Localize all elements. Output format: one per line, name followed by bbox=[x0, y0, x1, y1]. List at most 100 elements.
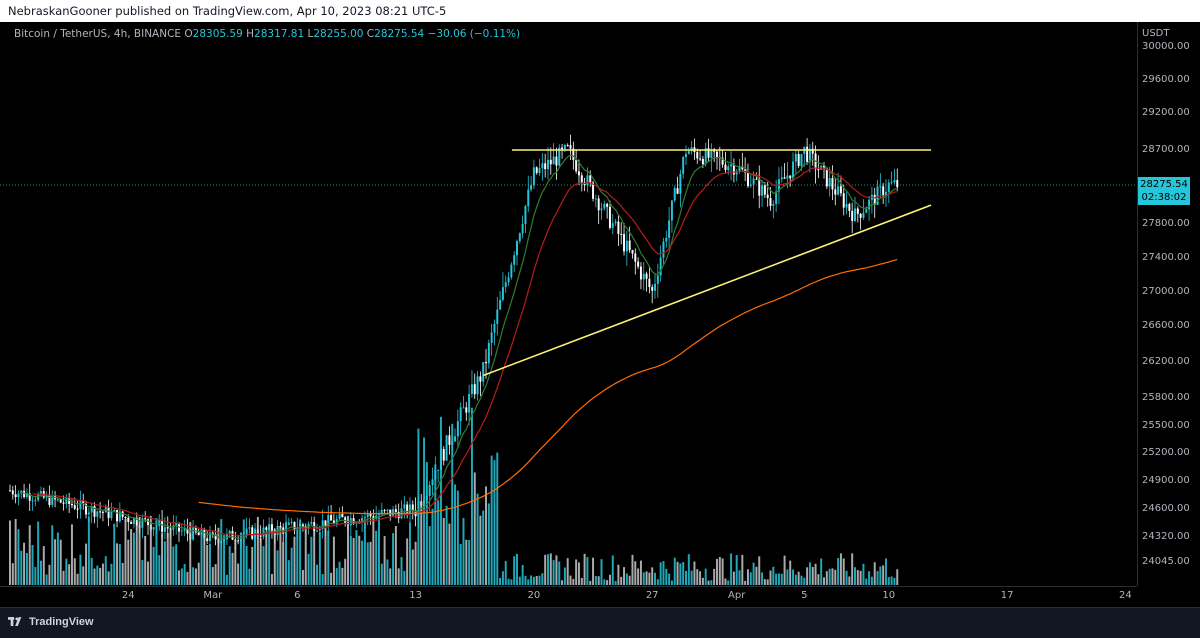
volume-bar bbox=[20, 550, 23, 585]
chart-area[interactable] bbox=[0, 22, 1137, 586]
volume-bar bbox=[11, 563, 14, 585]
candle-body bbox=[141, 518, 144, 528]
volume-bar bbox=[766, 579, 769, 585]
last-price-label: 28275.54 02:38:02 bbox=[1138, 177, 1190, 205]
volume-bar bbox=[749, 572, 752, 585]
candle-body bbox=[834, 189, 837, 195]
volume-bar bbox=[259, 537, 262, 585]
candle-body bbox=[580, 175, 583, 183]
candle-body bbox=[265, 527, 268, 530]
candle-body bbox=[127, 517, 130, 522]
volume-bar bbox=[397, 568, 400, 585]
volume-bar bbox=[79, 554, 82, 585]
volume-bar bbox=[625, 573, 628, 585]
volume-bar bbox=[465, 539, 468, 585]
volume-bar bbox=[239, 532, 242, 585]
volume-bar bbox=[648, 572, 651, 585]
candle-body bbox=[366, 513, 369, 518]
time-tick: 10 bbox=[882, 590, 896, 601]
candle-body bbox=[369, 513, 372, 517]
candle-body bbox=[507, 277, 510, 283]
volume-bar bbox=[313, 530, 316, 585]
volume-bar bbox=[594, 575, 597, 585]
candle-body bbox=[459, 407, 462, 422]
candle-body bbox=[132, 517, 135, 524]
volume-bar bbox=[479, 515, 482, 585]
volume-bar bbox=[169, 529, 172, 585]
price-tick: 27800.00 bbox=[1142, 218, 1190, 229]
volume-bar bbox=[887, 577, 890, 585]
volume-bar bbox=[172, 546, 175, 585]
volume-bar bbox=[865, 578, 868, 585]
volume-bar bbox=[842, 558, 845, 585]
volume-bar bbox=[425, 461, 428, 585]
candle-body bbox=[811, 148, 814, 154]
volume-bar bbox=[330, 572, 333, 585]
symbol-title: Bitcoin / TetherUS, 4h, BINANCE bbox=[14, 28, 182, 40]
candle-body bbox=[245, 528, 248, 535]
candle-body bbox=[856, 208, 859, 214]
volume-bar bbox=[470, 407, 473, 585]
volume-bar bbox=[442, 517, 445, 585]
volume-bar bbox=[501, 571, 504, 585]
candle-body bbox=[530, 185, 533, 190]
volume-bar bbox=[96, 565, 99, 585]
volume-bar bbox=[279, 527, 282, 585]
volume-bar bbox=[299, 519, 302, 585]
volume-bar bbox=[668, 573, 671, 585]
volume-bar bbox=[448, 523, 451, 585]
volume-bar bbox=[654, 572, 657, 585]
volume-bar bbox=[679, 563, 682, 585]
volume-bar bbox=[234, 540, 237, 585]
candle-body bbox=[566, 145, 569, 147]
candle-body bbox=[862, 212, 865, 218]
volume-bar bbox=[282, 542, 285, 585]
candle-body bbox=[510, 264, 513, 278]
candle-body bbox=[82, 500, 85, 504]
volume-bar bbox=[166, 533, 169, 585]
candle-body bbox=[228, 530, 231, 534]
candle-body bbox=[755, 178, 758, 180]
candle-body bbox=[600, 208, 603, 211]
volume-bar bbox=[110, 563, 113, 585]
low-value: 28255.00 bbox=[313, 28, 364, 40]
volume-bar bbox=[687, 554, 690, 585]
candle-body bbox=[468, 394, 471, 413]
candle-body bbox=[631, 250, 634, 254]
candle-body bbox=[96, 511, 99, 517]
volume-bar bbox=[130, 529, 133, 585]
candle-body bbox=[654, 283, 657, 291]
candle-body bbox=[208, 532, 211, 541]
candle-body bbox=[332, 520, 335, 524]
volume-bar bbox=[439, 416, 442, 585]
volume-bar bbox=[62, 570, 65, 585]
candle-body bbox=[406, 504, 409, 515]
volume-bar bbox=[617, 564, 620, 585]
candle-body bbox=[868, 199, 871, 210]
volume-bar bbox=[431, 508, 434, 585]
candle-body bbox=[639, 266, 642, 280]
price-tick: 30000.00 bbox=[1142, 41, 1190, 52]
volume-bar bbox=[231, 552, 234, 585]
candle-body bbox=[335, 518, 338, 524]
volume-bar bbox=[837, 558, 840, 585]
volume-bar bbox=[287, 560, 290, 585]
volume-bar bbox=[161, 532, 164, 585]
candle-body bbox=[87, 512, 90, 515]
candle-body bbox=[842, 193, 845, 208]
time-scale[interactable] bbox=[0, 586, 1137, 607]
candle-body bbox=[535, 167, 538, 173]
candle-body bbox=[403, 504, 406, 509]
volume-bar bbox=[344, 558, 347, 585]
candle-body bbox=[279, 526, 282, 528]
candle-body bbox=[758, 178, 761, 196]
candle-body bbox=[575, 159, 578, 172]
price-scale[interactable] bbox=[1137, 22, 1200, 586]
candle-body bbox=[203, 529, 206, 539]
tradingview-logo[interactable]: TradingView bbox=[8, 616, 94, 628]
volume-bar bbox=[521, 565, 524, 585]
volume-bar bbox=[682, 562, 685, 585]
volume-bar bbox=[417, 428, 420, 585]
candle-body bbox=[504, 282, 507, 288]
